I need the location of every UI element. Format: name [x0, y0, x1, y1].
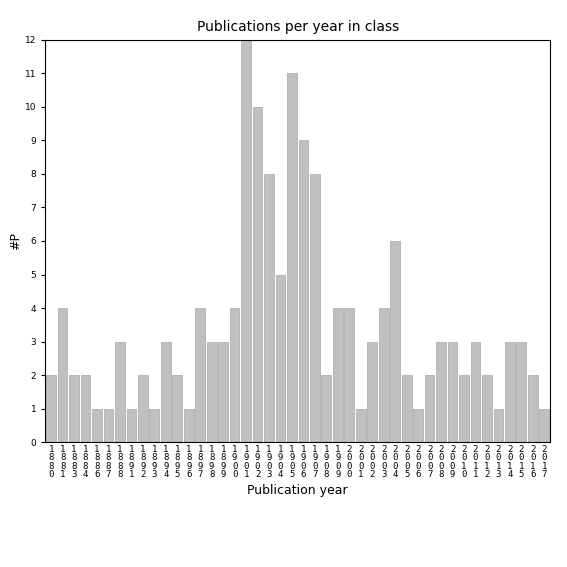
Bar	[344, 308, 354, 442]
Bar	[161, 341, 171, 442]
Bar	[58, 308, 67, 442]
Bar	[379, 308, 388, 442]
Bar	[46, 375, 56, 442]
Bar	[321, 375, 331, 442]
Bar	[195, 308, 205, 442]
Bar	[150, 409, 159, 442]
Bar	[253, 107, 263, 442]
Bar	[230, 308, 239, 442]
Bar	[138, 375, 148, 442]
Bar	[539, 409, 549, 442]
Bar	[482, 375, 492, 442]
Bar	[333, 308, 342, 442]
Bar	[390, 241, 400, 442]
Bar	[459, 375, 469, 442]
Bar	[172, 375, 182, 442]
Bar	[402, 375, 412, 442]
Bar	[92, 409, 102, 442]
Bar	[115, 341, 125, 442]
Bar	[276, 274, 285, 442]
Bar	[81, 375, 90, 442]
Bar	[104, 409, 113, 442]
Bar	[367, 341, 377, 442]
Bar	[218, 341, 228, 442]
Bar	[493, 409, 503, 442]
Bar	[528, 375, 538, 442]
Bar	[471, 341, 480, 442]
Bar	[184, 409, 193, 442]
Bar	[425, 375, 434, 442]
Bar	[413, 409, 423, 442]
Bar	[447, 341, 458, 442]
Bar	[126, 409, 136, 442]
Bar	[264, 174, 274, 442]
Bar	[207, 341, 217, 442]
Title: Publications per year in class: Publications per year in class	[197, 20, 399, 35]
Bar	[436, 341, 446, 442]
Bar	[287, 73, 297, 442]
Bar	[69, 375, 79, 442]
Bar	[310, 174, 320, 442]
Bar	[517, 341, 526, 442]
Bar	[299, 141, 308, 442]
Y-axis label: #P: #P	[9, 232, 22, 250]
Bar	[356, 409, 366, 442]
Bar	[241, 40, 251, 442]
Bar	[505, 341, 515, 442]
X-axis label: Publication year: Publication year	[247, 484, 348, 497]
